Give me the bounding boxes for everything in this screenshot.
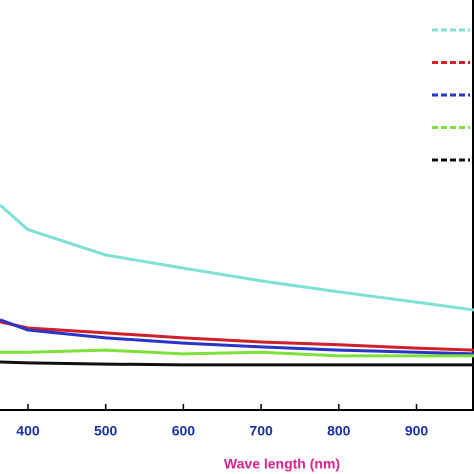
x-tick-label: 700 [249,423,273,439]
x-tick-label: 900 [405,423,429,439]
x-tick-label: 400 [16,423,40,439]
series-line [0,320,474,352]
series-line [0,203,474,312]
x-tick-label: 500 [94,423,118,439]
series-line [0,318,474,356]
x-tick-label: 800 [327,423,351,439]
series-line [0,360,474,367]
series-line [0,348,474,358]
x-tick-label: 600 [172,423,196,439]
x-axis-label: Wave length (nm) [224,456,340,472]
